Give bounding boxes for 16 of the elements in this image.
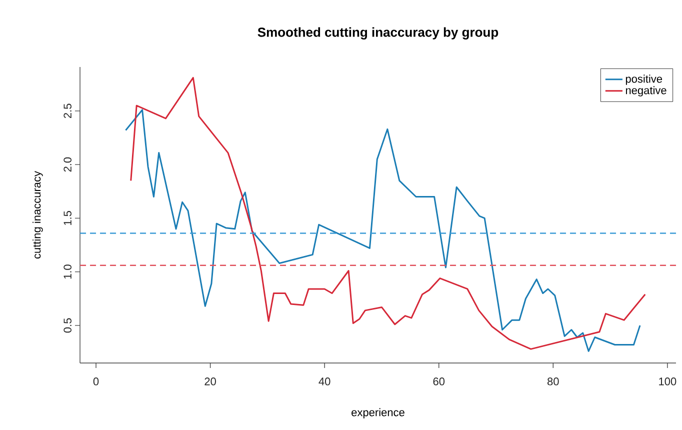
x-tick-label: 60 bbox=[433, 378, 445, 386]
x-tick-label: 80 bbox=[547, 378, 559, 386]
x-axis-title: experience bbox=[352, 408, 404, 418]
y-tick-label: 0.5 bbox=[64, 318, 72, 333]
x-tick-label: 20 bbox=[204, 378, 216, 386]
x-tick-label: 100 bbox=[659, 378, 676, 386]
chart-title: Smoothed cutting inaccuracy by group bbox=[258, 27, 498, 40]
y-axis-title: cutting inaccuracy bbox=[32, 171, 43, 259]
y-tick-label: 2.0 bbox=[64, 157, 72, 172]
legend-label: negative bbox=[626, 86, 666, 96]
y-tick-label: 1.0 bbox=[64, 264, 72, 279]
y-tick-label: 1.5 bbox=[64, 211, 72, 226]
legend-label: positive bbox=[626, 74, 662, 85]
x-tick-label: 40 bbox=[318, 378, 330, 386]
y-tick-label: 2.5 bbox=[64, 104, 72, 118]
x-tick-label: 0 bbox=[93, 378, 99, 386]
